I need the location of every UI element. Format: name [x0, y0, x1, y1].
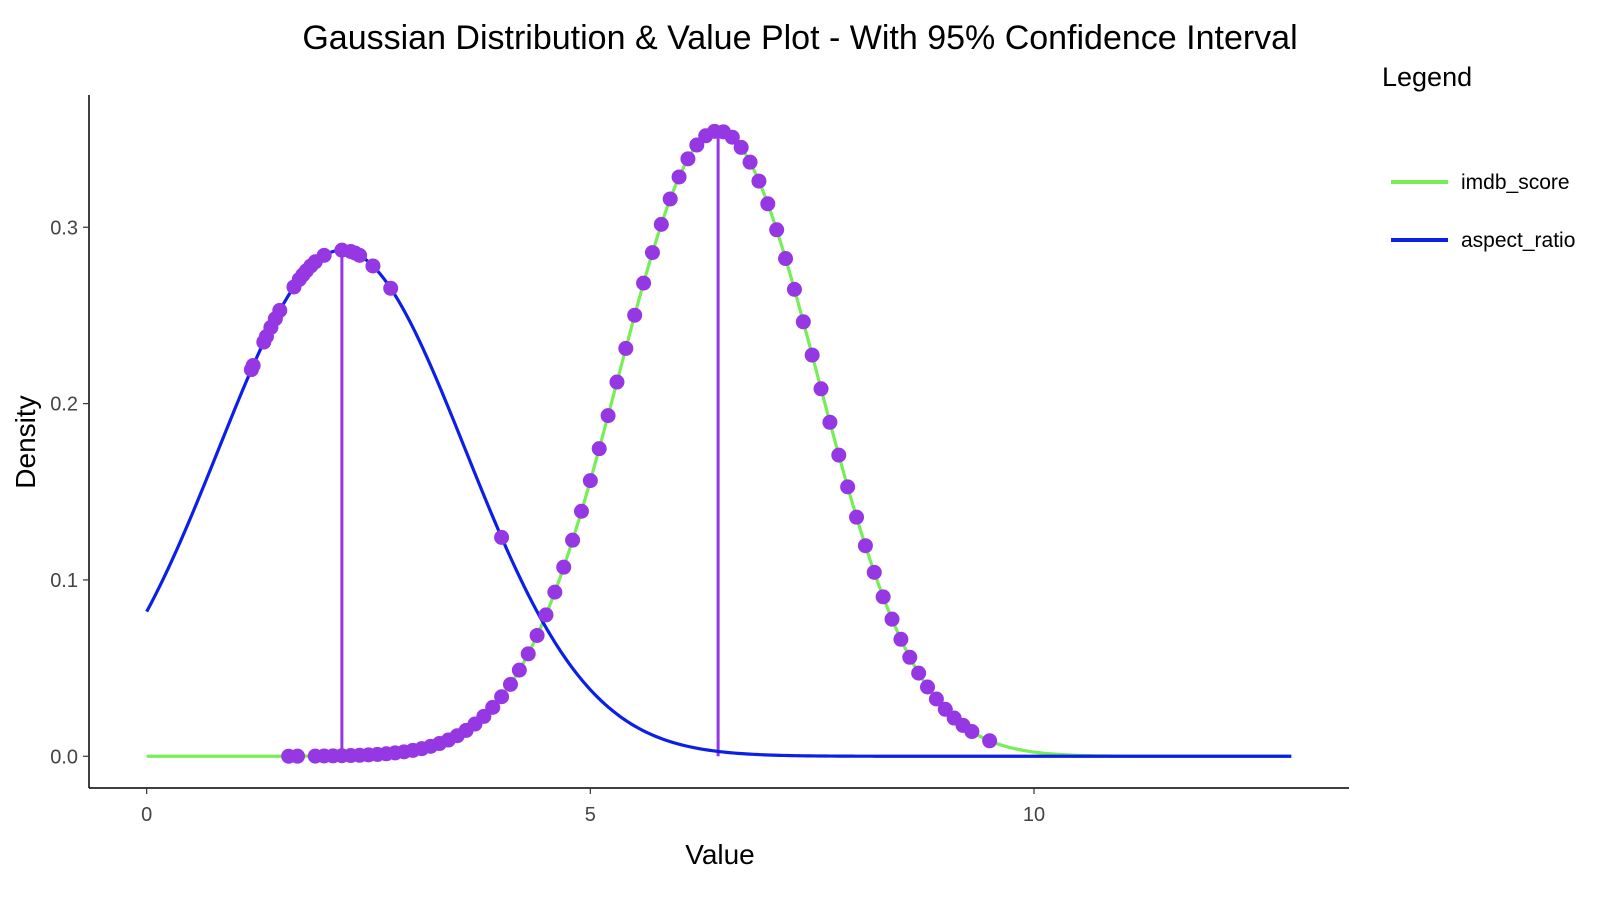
x-tick-label: 0	[141, 804, 152, 826]
data-point-imdb-score	[671, 169, 687, 185]
data-point-imdb-score	[751, 173, 767, 189]
data-point-imdb-score	[511, 662, 527, 678]
data-point-imdb-score	[804, 347, 820, 363]
data-point-imdb-score	[964, 724, 980, 740]
data-point-imdb-score	[813, 381, 829, 397]
data-point-imdb-score	[680, 151, 696, 167]
data-point-imdb-score	[502, 676, 518, 692]
data-point-imdb-score	[600, 408, 616, 424]
data-point-imdb-score	[494, 689, 510, 705]
data-point-imdb-score	[857, 538, 873, 554]
legend-title: Legend	[1382, 62, 1472, 92]
data-point-imdb-score	[849, 509, 865, 525]
plot-area	[145, 123, 1292, 764]
legend-label-aspect-ratio: aspect_ratio	[1461, 229, 1575, 252]
data-point-imdb-score	[786, 281, 802, 297]
data-point-aspect-ratio	[316, 247, 332, 263]
data-point-imdb-score	[520, 646, 536, 662]
x-tick-label: 5	[585, 804, 596, 826]
data-point-aspect-ratio	[245, 358, 261, 374]
data-point-imdb-score	[866, 564, 882, 580]
data-point-imdb-score	[778, 251, 794, 267]
data-point-imdb-score	[618, 340, 634, 356]
data-point-aspect-ratio	[383, 280, 399, 296]
data-point-aspect-ratio	[494, 529, 510, 545]
data-point-imdb-score	[627, 307, 643, 323]
y-tick-label: 0.0	[50, 746, 78, 768]
data-point-imdb-score	[902, 649, 918, 665]
y-tick-label: 0.2	[50, 394, 78, 416]
data-point-aspect-ratio	[352, 247, 368, 263]
data-point-imdb-score	[884, 611, 900, 627]
data-point-imdb-score	[653, 216, 669, 232]
data-point-imdb-score	[822, 414, 838, 430]
data-point-imdb-score	[538, 607, 554, 623]
data-point-aspect-ratio	[272, 302, 288, 318]
data-point-imdb-score	[636, 275, 652, 291]
x-tick-label: 10	[1023, 804, 1045, 826]
data-point-imdb-score	[689, 137, 705, 153]
data-point-imdb-score	[485, 699, 501, 715]
data-point-imdb-score	[547, 584, 563, 600]
data-point-imdb-score	[742, 154, 758, 170]
data-point-imdb-score	[928, 691, 944, 707]
data-point-imdb-score	[760, 196, 776, 212]
data-point-imdb-score	[733, 139, 749, 155]
data-point-imdb-score	[556, 559, 572, 575]
y-tick-label: 0.3	[50, 217, 78, 239]
data-point-imdb-score	[573, 503, 589, 519]
data-point-imdb-score	[795, 314, 811, 330]
x-axis-title: Value	[685, 839, 755, 870]
data-point-imdb-score	[831, 447, 847, 463]
data-point-imdb-score	[662, 191, 678, 207]
data-point-imdb-score	[893, 631, 909, 647]
chart-title: Gaussian Distribution & Value Plot - Wit…	[302, 19, 1297, 57]
data-point-imdb-score	[769, 222, 785, 238]
data-point-imdb-score	[644, 245, 660, 261]
axes	[88, 95, 1349, 789]
legend: Legend imdb_score aspect_ratio	[1382, 62, 1575, 252]
ticks: 0 5 10 0.0 0.1 0.2 0.3	[50, 217, 1045, 826]
data-point-imdb-score	[875, 589, 891, 605]
data-point-imdb-score	[591, 441, 607, 457]
y-tick-label: 0.1	[50, 570, 78, 592]
data-point-imdb-score	[529, 627, 545, 643]
data-point-imdb-score	[565, 532, 581, 548]
data-point-aspect-ratio	[365, 258, 381, 274]
legend-label-imdb-score: imdb_score	[1461, 171, 1570, 194]
data-point-imdb-score	[582, 473, 598, 489]
data-point-imdb-score	[290, 748, 306, 764]
data-point-imdb-score	[609, 374, 625, 390]
data-point-imdb-score	[920, 679, 936, 695]
data-point-imdb-score	[724, 129, 740, 145]
y-axis-title: Density	[10, 395, 41, 488]
data-point-imdb-score	[982, 733, 998, 749]
data-point-imdb-score	[840, 479, 856, 495]
data-point-imdb-score	[911, 665, 927, 681]
